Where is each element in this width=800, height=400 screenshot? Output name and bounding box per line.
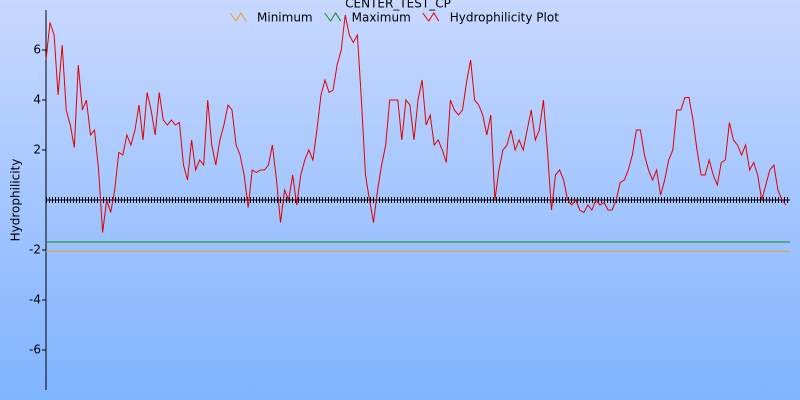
- y-tick-label: 2: [33, 143, 41, 157]
- legend-label: Maximum: [352, 11, 411, 25]
- legend-label: Hydrophilicity Plot: [450, 11, 559, 25]
- y-tick-label: 4: [33, 93, 41, 107]
- y-tick-label: 6: [33, 43, 41, 57]
- legend-icon: [229, 12, 247, 22]
- y-tick-label: -2: [29, 243, 41, 257]
- y-axis-label: Hydrophilicity: [9, 159, 23, 242]
- y-tick-label: -6: [29, 343, 41, 357]
- chart-title: CENTER_TEST_CP: [345, 0, 451, 11]
- legend-icon: [422, 12, 440, 22]
- legend-icon: [324, 12, 342, 22]
- legend-label: Minimum: [257, 11, 313, 25]
- data-line: [45, 14, 787, 233]
- y-tick-label: -4: [29, 293, 41, 307]
